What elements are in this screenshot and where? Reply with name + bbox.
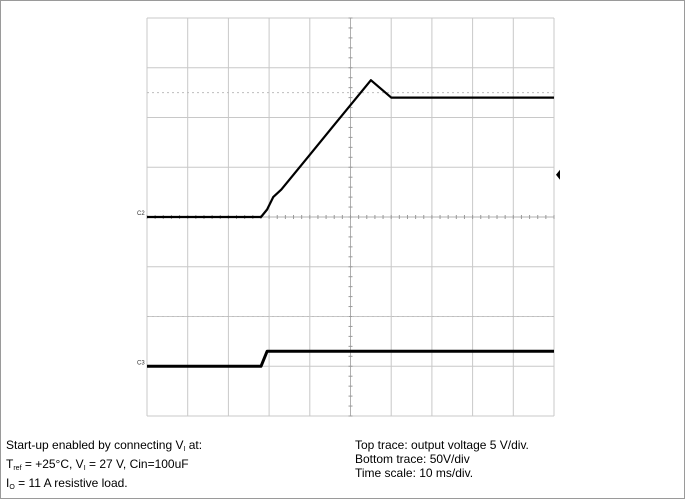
caption-text: I	[6, 476, 10, 490]
channel-label: C3	[137, 360, 145, 366]
trace-c2	[147, 79, 554, 219]
caption-text: = +25°C, V	[21, 457, 84, 471]
caption-trace-info: Top trace: output voltage 5 V/div. Botto…	[355, 438, 529, 480]
caption-subscript: O	[9, 484, 15, 491]
caption-line-2: Tref = +25°C, VI = 27 V, Cin=100uF	[6, 457, 202, 476]
trace-c3	[147, 349, 554, 368]
caption-top-trace: Top trace: output voltage 5 V/div.	[355, 438, 529, 452]
caption-subscript: ref	[13, 465, 22, 472]
caption-text: = 27 V, Cin=100uF	[85, 457, 189, 471]
caption-text: T	[6, 457, 14, 471]
caption-text: = 11 A resistive load.	[14, 476, 128, 490]
caption-conditions: Start-up enabled by connecting VI at: Tr…	[6, 438, 202, 495]
caption-line-3: IO = 11 A resistive load.	[6, 476, 202, 495]
caption-subscript: I	[183, 446, 186, 453]
caption-line-1: Start-up enabled by connecting VI at:	[6, 438, 202, 457]
caption-time-scale: Time scale: 10 ms/div.	[355, 466, 474, 480]
caption-bottom-trace: Bottom trace: 50V/div	[355, 452, 470, 466]
channel-label: C2	[137, 211, 145, 217]
caption-text: Start-up enabled by connecting V	[6, 438, 184, 452]
trigger-marker	[556, 169, 560, 180]
caption-subscript: I	[83, 465, 86, 472]
caption-text: at:	[185, 438, 203, 452]
oscilloscope-plot: C2 C3	[137, 17, 560, 417]
